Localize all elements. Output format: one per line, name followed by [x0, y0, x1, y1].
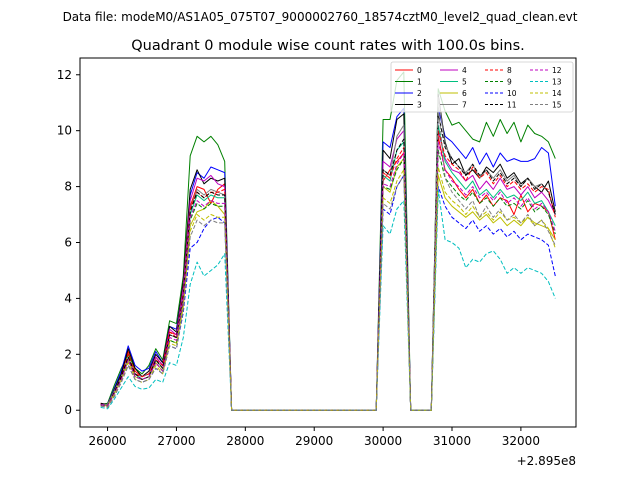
legend-label-9: 9	[507, 78, 512, 87]
x-tick-label: 26000	[88, 434, 126, 448]
series-line-13	[100, 188, 556, 411]
series-line-2	[100, 107, 556, 411]
legend-label-1: 1	[417, 78, 422, 87]
chart-suptitle: Data file: modeM0/AS1A05_075T07_90000027…	[63, 10, 578, 24]
y-tick-label: 12	[57, 68, 72, 82]
x-tick-label: 31000	[433, 434, 471, 448]
series-line-14	[100, 166, 556, 411]
legend-label-2: 2	[417, 89, 422, 98]
series-line-15	[100, 105, 556, 411]
x-axis: 26000 27000 28000 29000 30000 31000 32000	[88, 427, 540, 448]
chart-title: Quadrant 0 module wise count rates with …	[131, 38, 525, 54]
y-tick-label: 4	[64, 291, 72, 305]
series-line-9	[100, 149, 556, 411]
legend-label-12: 12	[552, 66, 562, 75]
series-line-4	[100, 130, 556, 411]
series-line-10	[100, 174, 556, 411]
legend-label-0: 0	[417, 66, 422, 75]
x-tick-label: 28000	[226, 434, 264, 448]
x-tick-label: 30000	[364, 434, 402, 448]
plot-frame	[79, 57, 577, 428]
y-tick-label: 2	[64, 347, 72, 361]
y-tick-label: 0	[64, 403, 72, 417]
legend-label-5: 5	[462, 78, 467, 87]
series-line-12	[100, 141, 556, 411]
legend-label-11: 11	[507, 101, 517, 110]
legend-label-6: 6	[462, 89, 467, 98]
series-line-0	[100, 135, 556, 411]
legend-box	[390, 61, 574, 113]
plot-lines	[100, 71, 556, 411]
legend-label-3: 3	[417, 101, 422, 110]
x-offset-text: +2.895e8	[517, 454, 576, 468]
series-line-3	[100, 93, 556, 411]
legend-label-14: 14	[552, 89, 562, 98]
y-tick-label: 10	[57, 124, 72, 138]
y-tick-label: 6	[64, 236, 72, 250]
y-axis: 0 2 4 6 8 10 12	[57, 68, 80, 417]
y-tick-label: 8	[64, 180, 72, 194]
legend-label-8: 8	[507, 66, 512, 75]
legend-label-15: 15	[552, 101, 562, 110]
x-tick-label: 32000	[502, 434, 540, 448]
x-tick-label: 29000	[295, 434, 333, 448]
legend-label-13: 13	[552, 78, 562, 87]
legend-label-7: 7	[462, 101, 467, 110]
x-tick-label: 27000	[157, 434, 195, 448]
series-line-8	[100, 130, 556, 411]
legend-label-4: 4	[462, 66, 467, 75]
series-line-1	[100, 71, 556, 411]
series-line-11	[100, 113, 556, 411]
legend-label-10: 10	[507, 89, 517, 98]
